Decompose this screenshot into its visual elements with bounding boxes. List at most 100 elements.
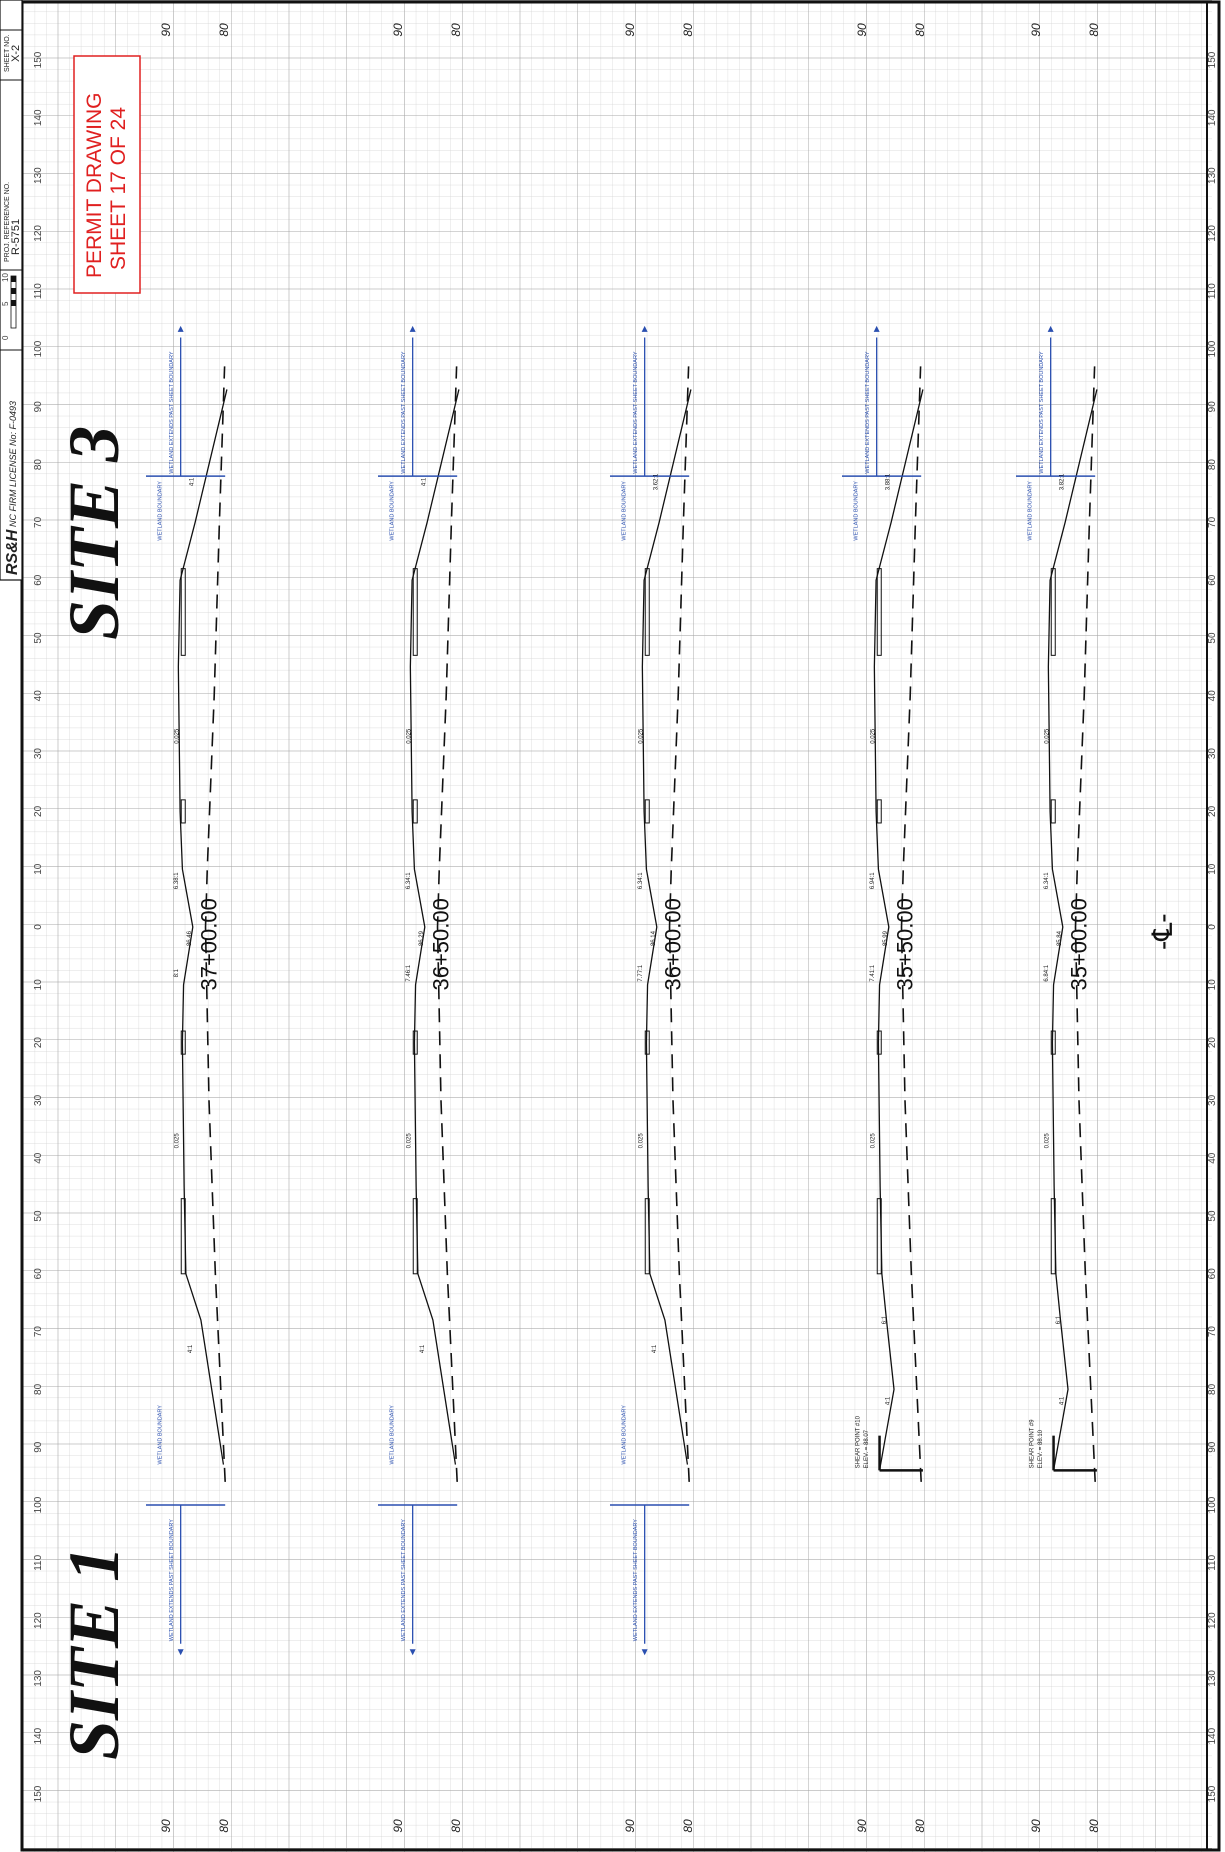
wetland-boundary-label: WETLAND BOUNDARY bbox=[390, 481, 396, 541]
proposed-grade-line bbox=[1047, 389, 1098, 1471]
elevation-label-80: 80 bbox=[681, 1819, 695, 1833]
elevation-label-90: 90 bbox=[623, 23, 637, 37]
proposed-grade-line bbox=[409, 389, 460, 1465]
pavement-layer bbox=[644, 1198, 650, 1275]
pavement-layer bbox=[644, 799, 650, 824]
offset-tick-label-bottom: 140 bbox=[1207, 1727, 1218, 1744]
offset-tick-label-bottom: 40 bbox=[1207, 1152, 1218, 1164]
wetland-extends-note: WETLAND EXTENDS PAST SHEET BOUNDARY bbox=[401, 1519, 407, 1641]
wetland-boundary-label: WETLAND BOUNDARY bbox=[390, 1405, 396, 1465]
cross-slope-label: 0.025 bbox=[870, 728, 876, 744]
offset-tick-label-top: 150 bbox=[33, 1785, 44, 1802]
cross-slope-label: 0.025 bbox=[174, 1133, 180, 1149]
cross-sections: 90 80 90 80 WETLAND BOUNDARY WETLAND EXTENDS … bbox=[145, 23, 1101, 1833]
offset-tick-label-bottom: 30 bbox=[1207, 1094, 1218, 1106]
pavement-layer bbox=[412, 1198, 418, 1275]
offset-tick-label-top: 30 bbox=[33, 748, 44, 760]
offset-tick-label-top: 150 bbox=[33, 51, 44, 68]
pavement-layer bbox=[1050, 1030, 1056, 1055]
elevation-label-90: 90 bbox=[159, 23, 173, 37]
arrow-head-icon bbox=[873, 325, 880, 332]
permit-note: PERMIT DRAWING SHEET 17 OF 24 bbox=[73, 55, 141, 294]
elevation-label-80: 80 bbox=[1087, 23, 1101, 37]
offset-tick-label-top: 110 bbox=[33, 283, 44, 299]
bar-scale-label: 10 bbox=[1, 273, 10, 282]
elevation-label-90: 90 bbox=[1029, 23, 1043, 37]
offset-tick-label-top: 40 bbox=[33, 1152, 44, 1164]
shear-point-label: SHEAR POINT #9 bbox=[1029, 1419, 1035, 1469]
cross-section: 90 80 90 80 WETLAND BOUNDARY WETLAND EXTENDS … bbox=[145, 23, 231, 1833]
slope-label: 6:1 bbox=[882, 1315, 888, 1324]
cross-slope-label: 6.34:1 bbox=[638, 872, 644, 889]
arrow-head-icon bbox=[177, 325, 184, 332]
offset-tick-label-top: 10 bbox=[33, 979, 44, 991]
centerline-elevation: 86.29 bbox=[419, 930, 425, 946]
bar-scale-label: 0 bbox=[1, 335, 10, 340]
existing-ground-line bbox=[668, 366, 690, 1482]
wetland-boundary-label: WETLAND BOUNDARY bbox=[622, 1405, 628, 1465]
existing-ground-line bbox=[1074, 366, 1096, 1482]
pavement-layer bbox=[180, 1030, 186, 1055]
offset-tick-label-bottom: 90 bbox=[1207, 401, 1218, 413]
arrow-head-icon bbox=[409, 325, 416, 332]
wetland-extends-note: WETLAND EXTENDS PAST SHEET BOUNDARY bbox=[633, 1519, 639, 1641]
offset-tick-label-bottom: 110 bbox=[1207, 283, 1218, 299]
offset-tick-label-top: 70 bbox=[33, 516, 44, 528]
offset-tick-label-bottom: 60 bbox=[1207, 1268, 1218, 1280]
wetland-boundary-label: WETLAND BOUNDARY bbox=[622, 481, 628, 541]
cross-slope-label: 6.34:1 bbox=[406, 872, 412, 889]
slope-label: 6:1 bbox=[1056, 1315, 1062, 1324]
cross-slope-label: 0.025 bbox=[174, 728, 180, 744]
station-label: 36+00.00 bbox=[661, 898, 686, 990]
slope-label: 4:1 bbox=[420, 1344, 426, 1353]
cross-slope-label: 0.025 bbox=[870, 1133, 876, 1149]
pavement-layer bbox=[1050, 1198, 1056, 1275]
cross-slope-label: 0.025 bbox=[638, 728, 644, 744]
elevation-label-80: 80 bbox=[913, 1819, 927, 1833]
offset-tick-label-top: 60 bbox=[33, 1268, 44, 1280]
offset-tick-label-bottom: 110 bbox=[1207, 1554, 1218, 1570]
elevation-label-90: 90 bbox=[1029, 1819, 1043, 1833]
offset-tick-label-bottom: 80 bbox=[1207, 1383, 1218, 1395]
station-label: 37+00.00 bbox=[197, 898, 222, 990]
offset-tick-label-top: 130 bbox=[33, 1670, 44, 1687]
offset-tick-label-top: 70 bbox=[33, 1326, 44, 1338]
offset-tick-label-bottom: 120 bbox=[1207, 225, 1218, 242]
offset-tick-label-top: 80 bbox=[33, 1383, 44, 1395]
offset-tick-label-top: 20 bbox=[33, 1037, 44, 1049]
pavement-layer bbox=[1050, 568, 1056, 656]
cross-slope-label: 7.46:1 bbox=[406, 964, 412, 981]
elevation-label-80: 80 bbox=[217, 1819, 231, 1833]
centerline-elevation: 85.99 bbox=[883, 930, 889, 946]
centerline-symbol: -℄- bbox=[1147, 913, 1178, 950]
pavement-layer bbox=[876, 799, 882, 824]
offset-tick-label-top: 100 bbox=[33, 1496, 44, 1513]
offset-tick-label-top: 0 bbox=[33, 924, 44, 930]
wetland-extends-note: WETLAND EXTENDS PAST SHEET BOUNDARY bbox=[865, 351, 871, 473]
pavement-layer bbox=[180, 799, 186, 824]
cross-section: 90 80 90 80 WETLAND BOUNDARY WETLAND EXTENDS … bbox=[377, 23, 463, 1833]
pavement-layer bbox=[412, 568, 418, 656]
shear-point-label: SHEAR POINT #10 bbox=[855, 1415, 861, 1468]
grid-major bbox=[22, 0, 1212, 1852]
slope-label: 4:1 bbox=[188, 1344, 194, 1353]
offset-tick-label-bottom: 80 bbox=[1207, 459, 1218, 471]
permit-note-line2: SHEET 17 OF 24 bbox=[107, 107, 130, 270]
offset-tick-label-bottom: 130 bbox=[1207, 167, 1218, 184]
offset-tick-label-bottom: 150 bbox=[1207, 51, 1218, 68]
offset-tick-label-bottom: 130 bbox=[1207, 1670, 1218, 1687]
offset-tick-label-top: 120 bbox=[33, 225, 44, 242]
slope-label: 4:1 bbox=[189, 477, 195, 486]
project-reference: R-5751 bbox=[10, 219, 22, 255]
pavement-layer bbox=[180, 568, 186, 656]
offset-tick-label-bottom: 70 bbox=[1207, 1326, 1218, 1338]
offset-tick-label-bottom: 50 bbox=[1207, 1210, 1218, 1222]
elevation-label-90: 90 bbox=[391, 23, 405, 37]
station-label: 35+50.00 bbox=[893, 898, 918, 990]
wetland-boundary-label: WETLAND BOUNDARY bbox=[1028, 481, 1034, 541]
centerline-elevation: 85.84 bbox=[1057, 930, 1063, 946]
arrow-head-icon bbox=[177, 1649, 184, 1656]
title-block: RS&H NC FIRM LICENSE No: F-0493 0 5 10 P… bbox=[0, 0, 23, 581]
offset-tick-label-top: 130 bbox=[33, 167, 44, 184]
wetland-boundary-label: WETLAND BOUNDARY bbox=[158, 481, 164, 541]
